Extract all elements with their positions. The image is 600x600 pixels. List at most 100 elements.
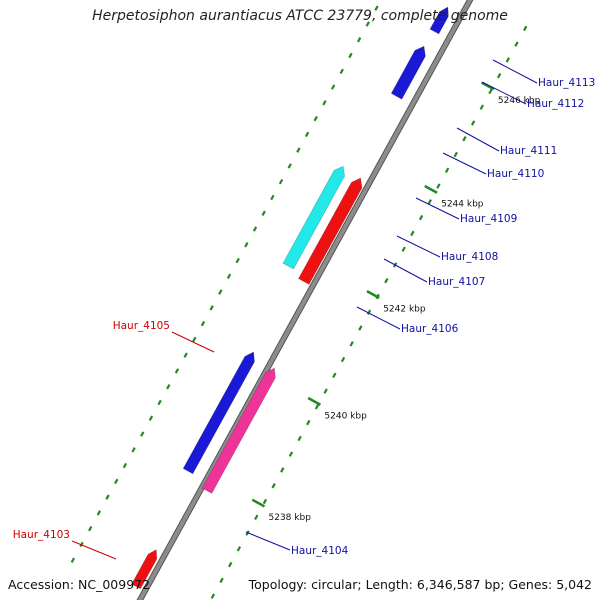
guide-dot [166, 384, 171, 390]
guide-dot [280, 467, 285, 473]
guide-dot [287, 163, 292, 169]
guide-dot [488, 88, 493, 95]
guide-dot [270, 194, 275, 201]
guide-dot [254, 514, 259, 521]
guide-dot [505, 57, 510, 63]
gene-label: Haur_4112 [527, 98, 584, 110]
tick-mark [424, 184, 438, 194]
guide-dot [70, 557, 76, 563]
guide-dot [252, 226, 258, 232]
gene-label: Haur_4113 [538, 77, 595, 89]
guide-dot [427, 199, 432, 205]
tick-mark [481, 81, 495, 91]
gene-feature [298, 177, 363, 285]
gene-label: Haur_4106 [401, 323, 459, 335]
gene-label: Haur_4108 [441, 251, 498, 263]
gene-leader-line [442, 152, 487, 175]
gene-feature [182, 351, 255, 475]
guide-dot [418, 214, 424, 221]
gene-leader-line [383, 258, 428, 283]
guide-dot [332, 372, 337, 379]
gene-features [131, 6, 449, 590]
guide-dot [114, 478, 119, 485]
guide-dot [356, 37, 362, 43]
guide-dot [348, 52, 353, 59]
tick-label: 5244 kbp [441, 199, 484, 209]
tick-mark [307, 396, 322, 406]
gene-feature [429, 6, 449, 35]
guide-dot [306, 419, 311, 426]
guide-dot [235, 257, 240, 264]
guide-dot [496, 72, 502, 79]
gene-leader-line [415, 197, 460, 220]
guide-dot [358, 325, 363, 331]
guide-dot [444, 167, 450, 174]
guide-dot [349, 341, 354, 347]
guide-dot [296, 147, 301, 153]
guide-dot [105, 494, 110, 500]
guide-dot [365, 21, 370, 27]
guide-dot [228, 561, 233, 568]
accession-text: Accession: NC_009972 [8, 577, 151, 592]
gene-leader-line [456, 127, 500, 152]
gene-label: Haur_4107 [428, 276, 485, 288]
genome-backbone [136, 0, 474, 600]
gene-leader-line [396, 235, 441, 258]
guide-dot [436, 183, 441, 189]
map-title: Herpetosiphon aurantiacus ATCC 23779, co… [92, 8, 508, 24]
guide-dot [200, 320, 206, 327]
guide-dot [514, 41, 519, 47]
guide-dot [140, 431, 145, 437]
guide-dot [209, 305, 214, 311]
guide-dot [148, 415, 154, 421]
gene-feature [201, 367, 276, 494]
guide-dot [131, 447, 136, 453]
gene-leader-line [245, 531, 291, 551]
guide-dot [297, 435, 302, 442]
gene-leader-line [71, 540, 117, 560]
guide-dot [304, 131, 310, 138]
backbone-line [137, 0, 473, 600]
tick-mark [251, 498, 266, 508]
guide-dot [122, 462, 128, 469]
guide-dot [219, 577, 224, 584]
guide-dot [339, 68, 344, 75]
guide-dot [262, 498, 268, 505]
guide-dot [210, 593, 216, 599]
topology-text: Topology: circular; Length: 6,346,587 bp… [248, 577, 592, 592]
guide-dot [157, 399, 162, 406]
guide-dot [244, 242, 249, 248]
guide-dot [218, 289, 223, 295]
guide-dot [330, 84, 336, 90]
gene-label: Haur_4111 [500, 145, 557, 157]
guide-dot [288, 451, 294, 457]
tick-mark [366, 290, 380, 299]
guide-dot [96, 510, 102, 516]
guide-dot [462, 136, 467, 142]
tick-label: 5242 kbp [383, 305, 426, 315]
guide-dot [271, 483, 276, 489]
guide-dot [278, 178, 284, 185]
guide-dot [314, 404, 320, 410]
guide-dot [384, 277, 389, 284]
gene-feature [282, 165, 345, 270]
guide-dot [340, 356, 346, 363]
guide-dot [366, 309, 372, 315]
tick-label: 5248 kbp [556, 0, 599, 1]
gene-label: Haur_4104 [291, 545, 349, 557]
guide-dot [323, 388, 328, 394]
guide-dot [226, 273, 232, 280]
guide-dot [88, 525, 93, 532]
tick-label: 5240 kbp [324, 412, 367, 422]
gene-leader-line [492, 59, 538, 84]
dotted-guides [70, 5, 528, 599]
guide-dot [322, 100, 327, 106]
guide-dot [522, 25, 528, 32]
gene-label: Haur_4103 [13, 529, 70, 541]
guide-dot [374, 5, 379, 11]
guide-dot [313, 115, 318, 122]
guide-dot [236, 546, 242, 552]
tick-label: 5238 kbp [269, 513, 312, 523]
gene-label: Haur_4109 [460, 213, 517, 225]
guide-dot [401, 246, 406, 252]
